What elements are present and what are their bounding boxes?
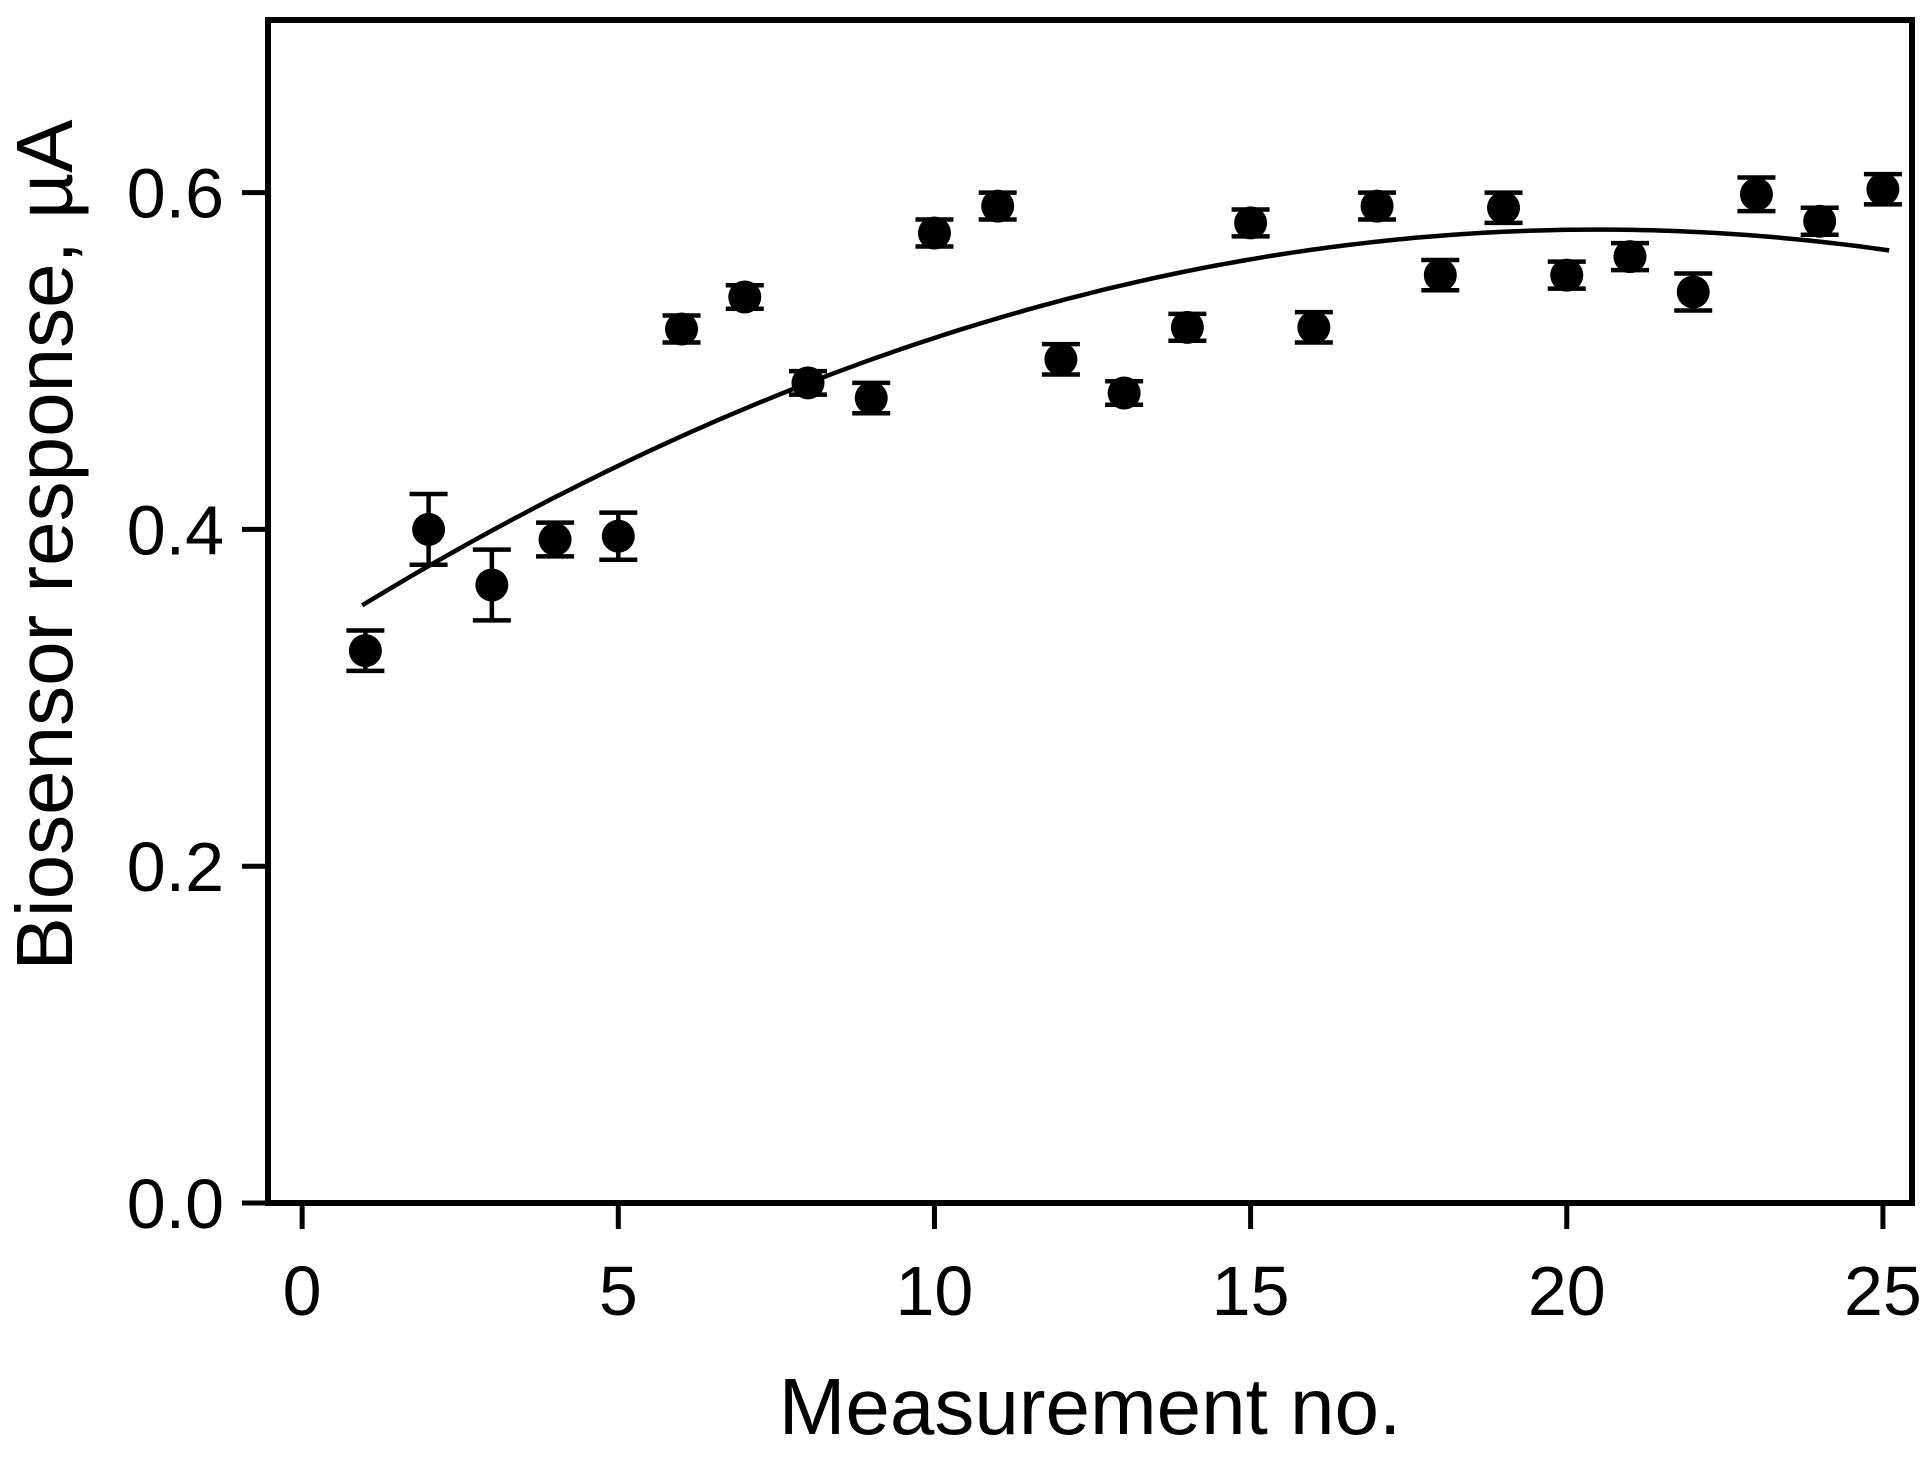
data-point <box>915 216 954 250</box>
marker-circle <box>1107 376 1141 410</box>
marker-circle <box>1487 191 1521 225</box>
data-points <box>346 171 1902 674</box>
x-tick-label: 20 <box>1528 1252 1606 1330</box>
marker-circle <box>1550 258 1584 292</box>
y-tick-label: 0.4 <box>127 491 224 569</box>
plot-area-border <box>265 17 1915 1206</box>
x-tick-label: 15 <box>1212 1252 1290 1330</box>
marker-circle <box>1234 206 1268 240</box>
data-point <box>1863 171 1902 207</box>
data-point <box>1547 258 1586 292</box>
marker-circle <box>1739 177 1773 211</box>
y-tick-label: 0.2 <box>127 828 224 906</box>
data-point <box>1800 204 1839 238</box>
data-point <box>1674 271 1713 313</box>
marker-circle <box>728 280 762 314</box>
data-point <box>599 510 638 562</box>
marker-circle <box>1423 258 1457 292</box>
marker-circle <box>981 189 1015 223</box>
marker-circle <box>1803 204 1837 238</box>
y-tick-label: 0.6 <box>127 155 224 233</box>
marker-circle <box>1360 189 1394 223</box>
marker-circle <box>1613 240 1647 274</box>
marker-circle <box>1170 310 1204 344</box>
data-point <box>1484 190 1523 226</box>
marker-circle <box>538 523 572 557</box>
axis-ticks <box>242 190 1886 1229</box>
data-point <box>788 366 827 400</box>
data-point <box>725 280 764 314</box>
fit-curve <box>361 227 1890 608</box>
x-tick-label: 25 <box>1844 1252 1922 1330</box>
marker-circle <box>917 216 951 250</box>
marker-circle <box>601 519 635 553</box>
x-axis-title: Measurement no. <box>779 1362 1402 1451</box>
data-point <box>852 380 891 416</box>
x-tick-label: 5 <box>599 1252 638 1330</box>
marker-circle <box>854 381 888 415</box>
fit-curve-line <box>361 227 1890 608</box>
x-tick-label: 0 <box>283 1252 322 1330</box>
data-point <box>1610 240 1649 274</box>
data-point <box>346 628 385 674</box>
x-tick-label: 10 <box>896 1252 974 1330</box>
marker-circle <box>1866 172 1900 206</box>
data-point <box>1041 341 1080 377</box>
data-point <box>1231 206 1270 240</box>
marker-circle <box>1676 275 1710 309</box>
plot-box <box>265 17 1915 1206</box>
marker-circle <box>791 366 825 400</box>
marker-circle <box>1044 342 1078 376</box>
y-tick-label: 0.0 <box>127 1165 224 1243</box>
data-point <box>472 547 511 623</box>
axis-tick-labels: 0 5 10 15 20 25 0.0 0.2 0.4 0.6 <box>127 155 1922 1330</box>
data-point <box>1105 376 1144 410</box>
y-axis-title: Biosensor response, µA <box>0 119 89 971</box>
data-point <box>409 491 448 568</box>
marker-circle <box>665 312 699 346</box>
data-point <box>1421 257 1460 293</box>
data-point <box>1737 175 1776 214</box>
marker-circle <box>348 634 382 668</box>
data-point <box>1168 310 1207 344</box>
marker-circle <box>412 512 446 546</box>
marker-circle <box>1297 310 1331 344</box>
marker-circle <box>475 568 509 602</box>
data-point <box>536 520 575 559</box>
data-point <box>978 189 1017 223</box>
data-point <box>1358 189 1397 223</box>
data-point <box>662 312 701 346</box>
data-point <box>1294 309 1333 345</box>
